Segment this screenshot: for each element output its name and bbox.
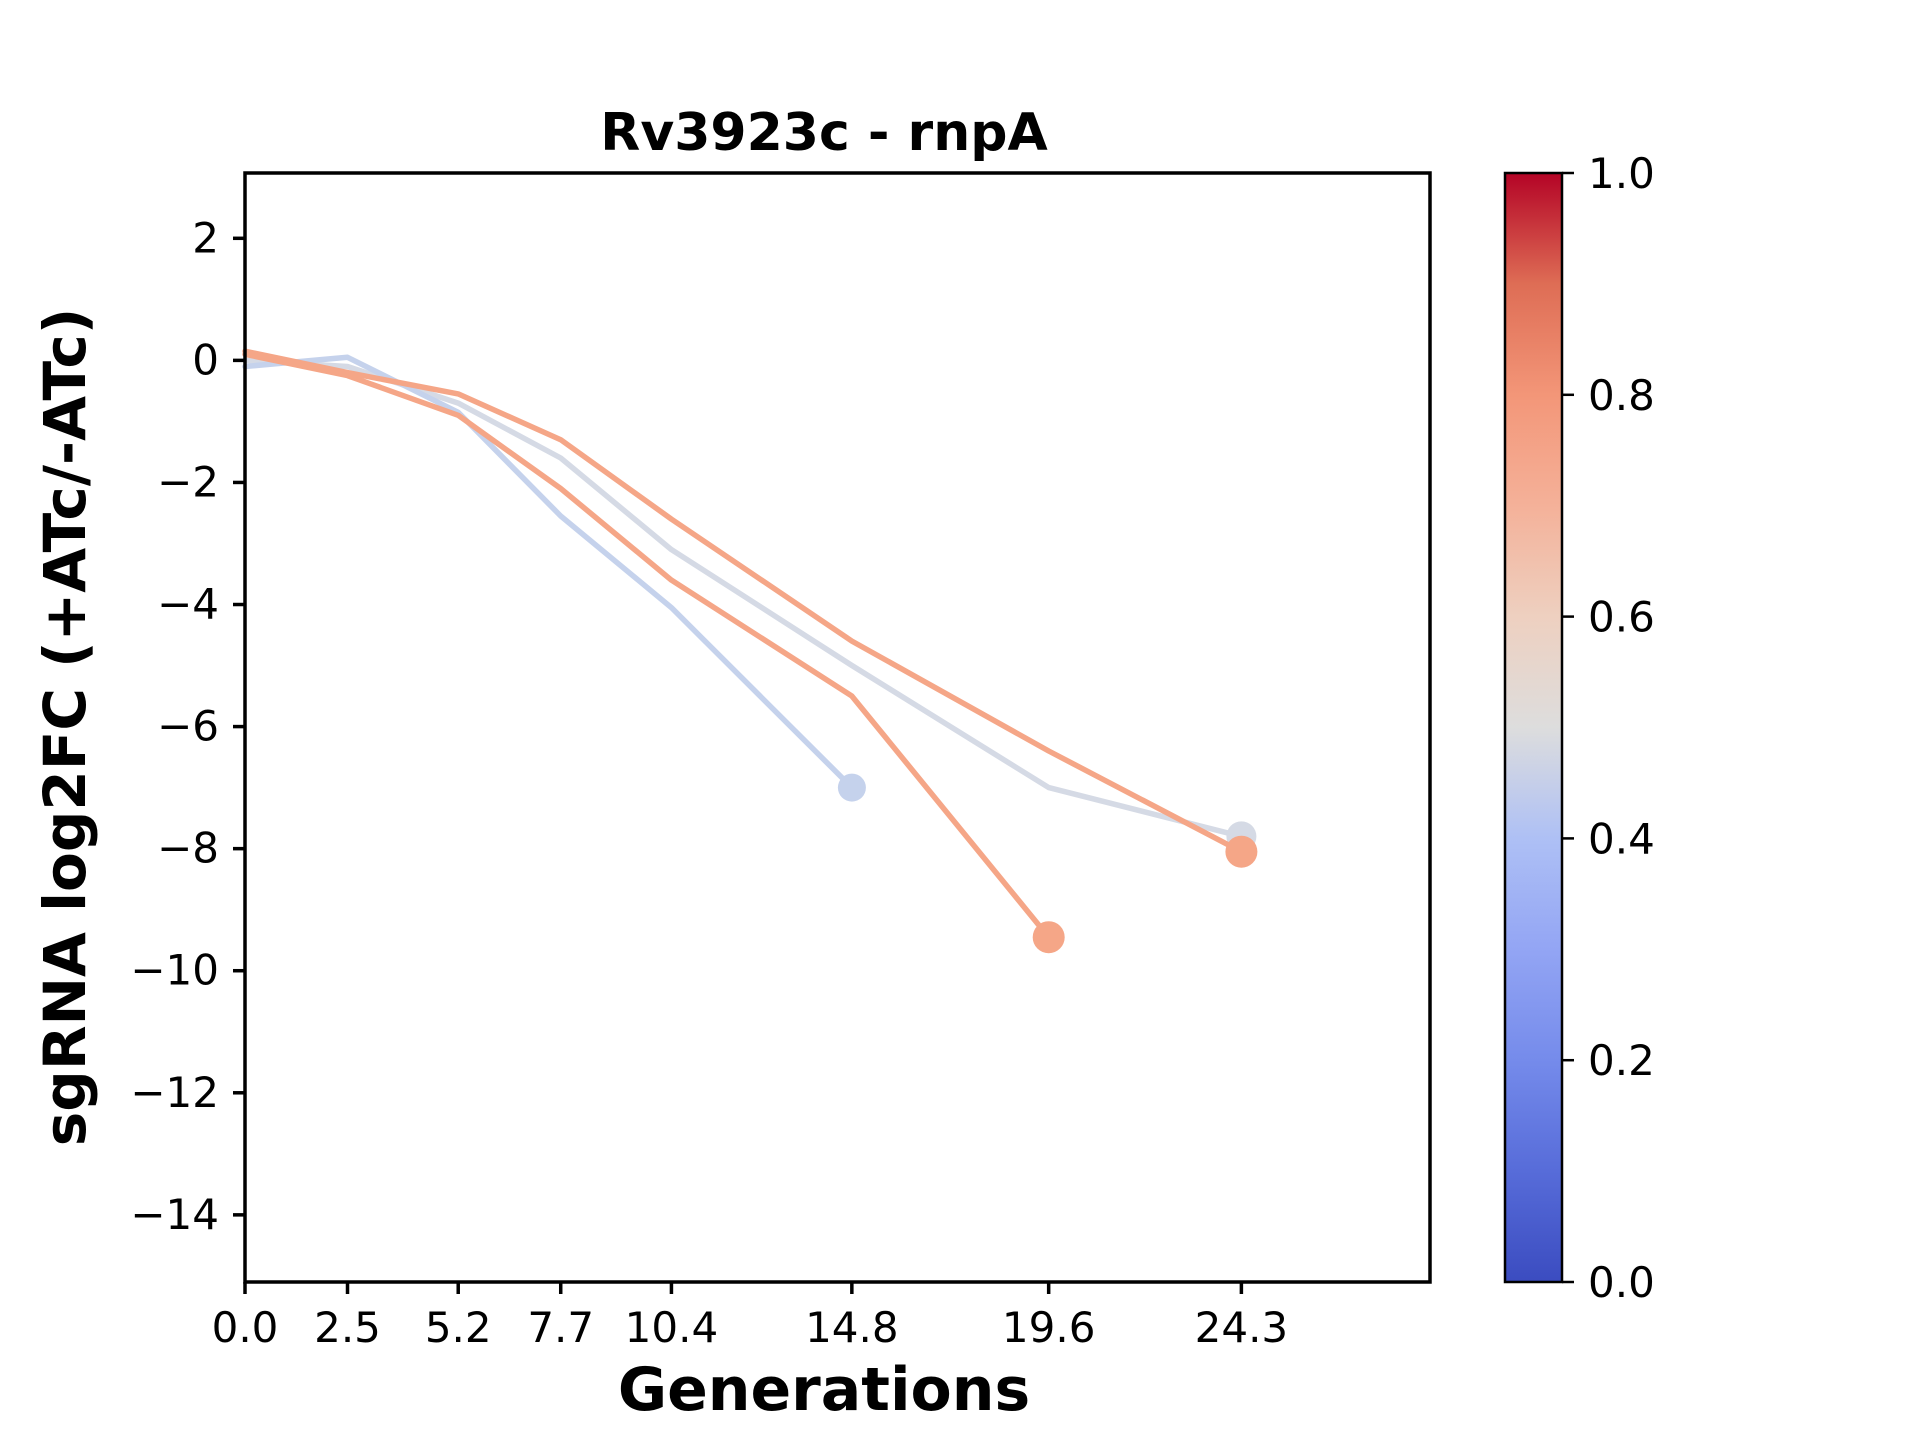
x-tick-label: 24.3 <box>1195 1303 1289 1352</box>
colorbar-tick-label: 0.6 <box>1588 593 1655 642</box>
x-tick-label: 0.0 <box>212 1303 279 1352</box>
series-line-sgRNA-gray <box>242 357 1245 840</box>
x-tick-label: 14.8 <box>805 1303 899 1352</box>
x-axis-label: Generations <box>618 1355 1030 1425</box>
series-end-marker-sgRNA-orange-short <box>1032 921 1065 954</box>
y-tick-label: −8 <box>157 824 219 873</box>
series-line-sgRNA-orange-long <box>242 348 1245 855</box>
plot-border <box>243 171 1432 1284</box>
y-tick-label: 2 <box>192 213 219 262</box>
y-tick-label: −2 <box>157 457 219 506</box>
colorbar-tick-label: 0.8 <box>1588 371 1655 420</box>
y-axis-label: sgRNA log2FC (+ATc/-ATc) <box>31 308 99 1146</box>
colorbar-tick-label: 0.0 <box>1588 1258 1655 1307</box>
y-tick-label: −10 <box>130 946 219 995</box>
colorbar-tick-label: 0.4 <box>1588 814 1655 863</box>
axes-layer: 0.0 2.5 5.2 7.7 10.4 14.8 19.6 24.3 2 0 −2 −4 −6 −8 −1… <box>130 171 1432 1352</box>
y-tick-label: 0 <box>192 335 219 384</box>
series-line-sgRNA-lightblue <box>242 354 855 791</box>
series-layer <box>242 348 1258 954</box>
y-tick-label: −12 <box>130 1068 219 1117</box>
chart-title: Rv3923c - rnpA <box>600 103 1047 163</box>
y-tick-label: −6 <box>157 702 219 751</box>
colorbar-tick-label: 1.0 <box>1588 149 1655 198</box>
x-tick-label: 10.4 <box>625 1303 719 1352</box>
series-end-marker-sgRNA-orange-long <box>1225 835 1258 868</box>
y-tick-label: −4 <box>157 580 219 629</box>
x-tick-label: 5.2 <box>425 1303 492 1352</box>
colorbar <box>1503 171 1564 1284</box>
series-line-sgRNA-orange-short <box>242 351 1052 940</box>
colorbar-layer: 1.0 0.8 0.6 0.4 0.2 0.0 <box>1503 149 1655 1307</box>
y-tick-label: −14 <box>130 1190 219 1239</box>
x-tick-label: 7.7 <box>527 1303 594 1352</box>
x-tick-label: 2.5 <box>314 1303 381 1352</box>
series-end-marker-sgRNA-lightblue <box>837 773 866 802</box>
colorbar-tick-label: 0.2 <box>1588 1036 1655 1085</box>
x-tick-label: 19.6 <box>1002 1303 1096 1352</box>
